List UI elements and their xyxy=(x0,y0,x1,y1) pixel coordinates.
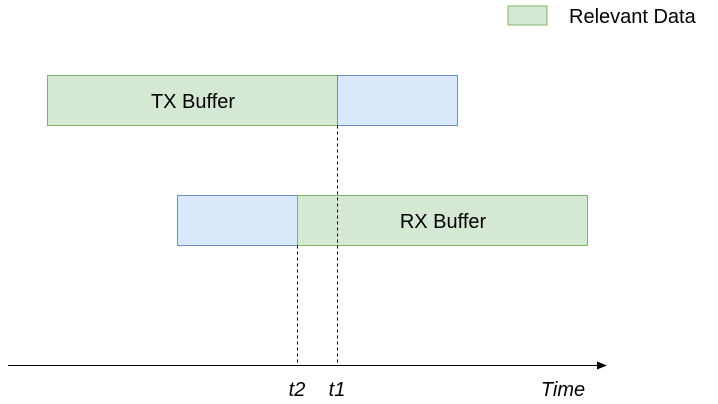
tx-buffer-other-segment xyxy=(337,75,458,126)
rx-buffer-other-segment xyxy=(177,195,298,246)
legend-swatch xyxy=(507,5,548,26)
t2-label: t2 xyxy=(289,379,306,401)
t1-label: t1 xyxy=(329,379,346,401)
tx-buffer-relevant-segment xyxy=(47,75,338,126)
rx-buffer-relevant-segment xyxy=(297,195,588,246)
time-axis-label: Time xyxy=(541,379,585,401)
legend-label: Relevant Data xyxy=(569,6,697,28)
rx-buffer-label: RX Buffer xyxy=(400,211,487,233)
tx-buffer-label: TX Buffer xyxy=(151,91,235,113)
